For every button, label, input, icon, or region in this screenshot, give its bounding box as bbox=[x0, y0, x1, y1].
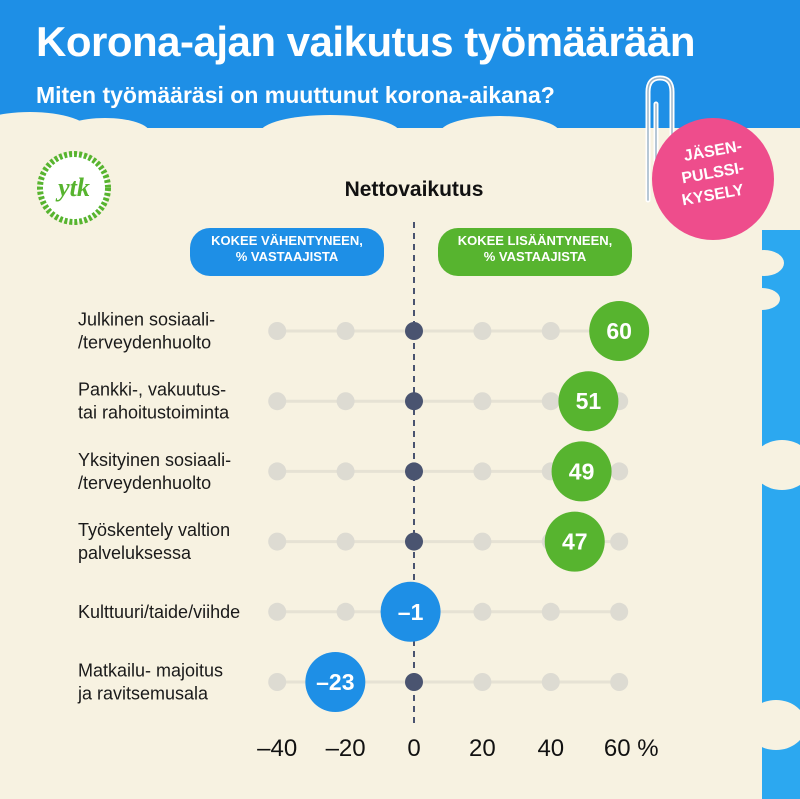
track-dot bbox=[336, 322, 355, 340]
x-tick-label: 60 % bbox=[604, 735, 659, 762]
legend-increase: KOKEE LISÄÄNTYNEEN, % VASTAAJISTA bbox=[438, 228, 632, 276]
zero-dot bbox=[405, 532, 423, 551]
ytk-logo-icon: ytk bbox=[36, 150, 112, 226]
track-dot bbox=[268, 462, 287, 481]
x-tick-label: –20 bbox=[326, 735, 366, 762]
legend-increase-line1: KOKEE LISÄÄNTYNEEN, bbox=[457, 233, 613, 248]
track-dot bbox=[268, 673, 287, 691]
value-label: 60 bbox=[606, 318, 632, 344]
value-label: –23 bbox=[316, 669, 354, 695]
value-bubble bbox=[551, 441, 612, 502]
track-dot bbox=[268, 602, 287, 621]
category-label: /terveydenhuolto bbox=[78, 473, 211, 493]
value-label: 51 bbox=[576, 388, 602, 414]
track-dot bbox=[473, 532, 492, 551]
page-subtitle: Miten työmääräsi on muuttunut korona-aik… bbox=[36, 82, 555, 108]
x-tick-label: –40 bbox=[257, 735, 297, 762]
value-label: 47 bbox=[562, 529, 588, 555]
track-dot bbox=[473, 392, 492, 411]
category-label: ja ravitsemusala bbox=[77, 684, 209, 704]
legend-decrease-line1: KOKEE VÄHENTYNEEN, bbox=[211, 233, 363, 248]
survey-badge: JÄSEN- PULSSI- KYSELY bbox=[652, 118, 774, 240]
x-axis-ticks: –40 –20 0 20 40 60 % bbox=[257, 735, 658, 762]
track-dot bbox=[473, 322, 492, 340]
track-dot bbox=[541, 602, 560, 621]
category-label: /terveydenhuolto bbox=[78, 333, 211, 353]
value-bubble bbox=[544, 511, 605, 572]
track-dot bbox=[336, 532, 355, 551]
category-label: Yksityinen sosiaali- bbox=[78, 450, 231, 470]
legend-increase-line2: % VASTAAJISTA bbox=[483, 249, 587, 264]
legend-decrease: KOKEE VÄHENTYNEEN, % VASTAAJISTA bbox=[190, 228, 384, 276]
chart-rows: Julkinen sosiaali- /terveydenhuolto 60 Pank… bbox=[77, 301, 650, 712]
track-dot bbox=[268, 532, 287, 551]
value-bubble bbox=[558, 371, 619, 432]
chart-row: Kulttuuri/taide/viihde –1 bbox=[78, 581, 629, 642]
cloud-decoration bbox=[440, 116, 560, 150]
track-dot bbox=[610, 462, 629, 481]
cloud-decoration bbox=[752, 440, 800, 490]
cloud-decoration bbox=[60, 118, 150, 148]
category-label: palveluksessa bbox=[78, 543, 192, 563]
side-decoration-strip bbox=[744, 230, 800, 799]
track-dot bbox=[541, 673, 560, 691]
track-dot bbox=[268, 392, 287, 411]
track-dot bbox=[541, 392, 560, 411]
x-tick-label: 20 bbox=[469, 735, 496, 762]
track-dot bbox=[336, 462, 355, 481]
zero-dot bbox=[405, 322, 423, 340]
category-label: Matkailu- majoitus bbox=[78, 661, 223, 681]
chart-title: Nettovaikutus bbox=[345, 178, 484, 201]
chart-row: Matkailu- majoitus ja ravitsemusala –23 bbox=[77, 652, 629, 712]
category-label: Pankki-, vakuutus- bbox=[78, 380, 226, 400]
value-label: 49 bbox=[569, 458, 595, 484]
cloud-decoration bbox=[746, 700, 800, 750]
category-label: Julkinen sosiaali- bbox=[78, 310, 215, 330]
zero-dot bbox=[405, 462, 423, 481]
track-dot bbox=[336, 392, 355, 411]
zero-dot bbox=[405, 392, 423, 411]
x-tick-label: 0 bbox=[407, 735, 420, 762]
chart-row: Pankki-, vakuutus-tai rahoitustoiminta 51 bbox=[78, 371, 629, 432]
x-tick-label: 40 bbox=[537, 735, 564, 762]
value-bubble bbox=[305, 652, 366, 712]
category-label: Työskentely valtion bbox=[78, 520, 230, 540]
track-dot bbox=[610, 673, 629, 691]
track-dot bbox=[473, 673, 492, 691]
track-dot bbox=[610, 532, 629, 551]
cloud-decoration bbox=[744, 288, 780, 310]
category-label: Kulttuuri/taide/viihde bbox=[78, 602, 240, 622]
track-dot bbox=[610, 602, 629, 621]
track-dot bbox=[473, 462, 492, 481]
header-banner: Korona-ajan vaikutus työmäärään Miten ty… bbox=[0, 0, 800, 128]
zero-dot bbox=[405, 673, 423, 691]
chart-row: Julkinen sosiaali- /terveydenhuolto 60 bbox=[78, 301, 650, 361]
track-dot bbox=[541, 322, 560, 340]
track-dot bbox=[473, 602, 492, 621]
value-label: –1 bbox=[398, 599, 424, 625]
category-label: tai rahoitustoiminta bbox=[78, 403, 230, 423]
track-dot bbox=[336, 602, 355, 621]
cloud-decoration bbox=[260, 115, 400, 151]
value-bubble bbox=[589, 301, 650, 361]
page-title: Korona-ajan vaikutus työmäärään bbox=[36, 18, 696, 65]
cloud-decoration bbox=[744, 250, 784, 276]
chart-row: Työskentely valtion palveluksessa 47 bbox=[78, 511, 629, 572]
track-dot bbox=[268, 322, 287, 340]
logo-text: ytk bbox=[55, 173, 90, 202]
value-bubble bbox=[380, 581, 441, 642]
legend-decrease-line2: % VASTAAJISTA bbox=[235, 249, 339, 264]
chart-row: Yksityinen sosiaali- /terveydenhuolto 49 bbox=[78, 441, 629, 502]
